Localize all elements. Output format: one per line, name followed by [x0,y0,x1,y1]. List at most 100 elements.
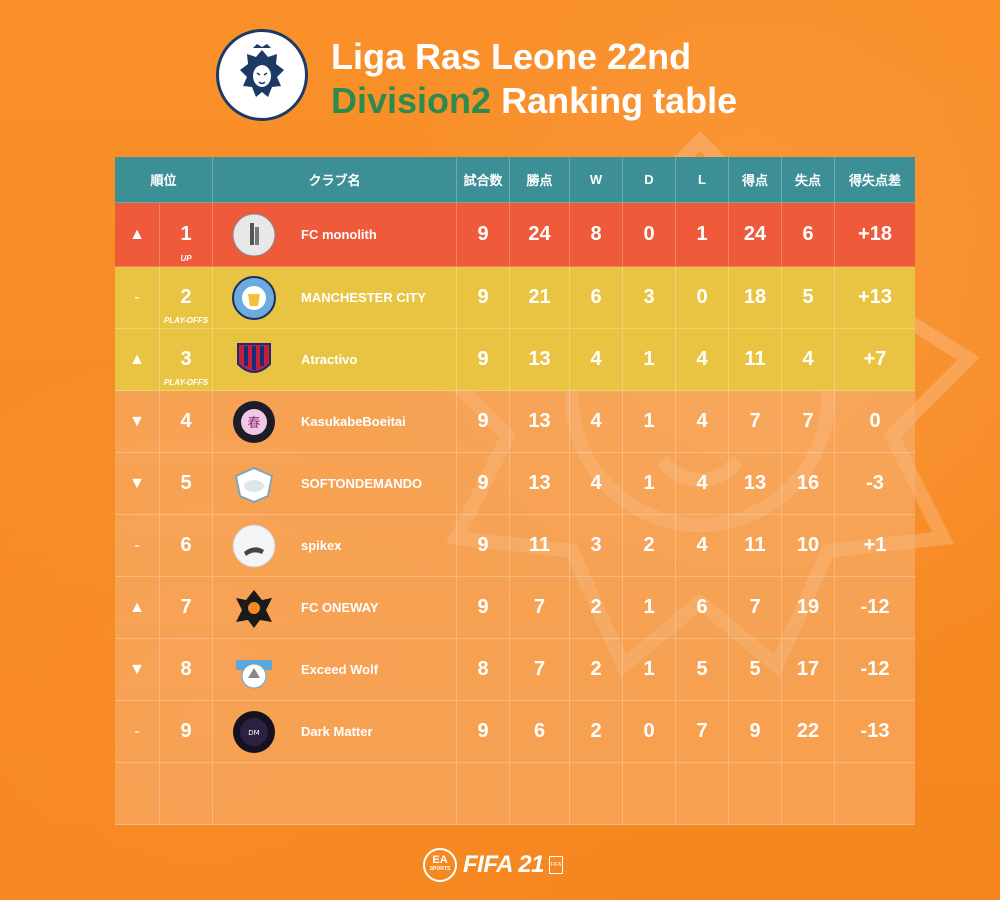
points-cell: 7 [510,577,570,638]
no-change-icon: - [115,701,160,762]
losses-cell: 4 [676,515,729,576]
played-cell: 9 [457,701,510,762]
fifa-21-logo: FIFA 21 [463,851,544,878]
ranking-table: 順位 クラブ名 試合数 勝点 W D L 得点 失点 得失点差 ▲ 1 UP FC m… [115,157,915,825]
table-row: ▼ 5 SOFTONDEMANDO 9 13 4 1 4 13 16 -3 [115,453,915,515]
goal-diff-cell: -3 [866,472,884,494]
league-logo [216,29,308,121]
division-label: Division2 [331,80,492,121]
col-losses-header: L [676,157,729,202]
goals-against-cell: 19 [782,577,835,638]
col-points-header: 勝点 [510,157,570,202]
table-row: ▼ 8 Exceed Wolf 8 7 2 1 5 5 17 -12 [115,639,915,701]
table-row: -2 PLAY-OFFS MANCHESTER CITY 9 21 6 3 0 18 5 +13 [115,267,915,329]
losses-cell: 6 [676,577,729,638]
softondemando-crest-icon [229,459,279,509]
draws-cell: 0 [623,203,676,266]
rank-number: 5 [180,472,192,494]
rank-cell: 6 [160,515,213,576]
goals-against-cell: 6 [782,203,835,266]
fifa-badge-icon: FIFA [548,856,563,874]
played-cell: 8 [457,639,510,700]
club-name: spikex [301,538,342,553]
ea-sports-logo: EA SPORTS [423,848,457,882]
played-cell: 9 [457,453,510,514]
draws-cell: 1 [623,453,676,514]
down-arrow-icon: ▼ [115,391,160,452]
oneway-crest-icon [229,583,279,633]
draws-cell: 1 [623,639,676,700]
col-club-header: クラブ名 [213,157,457,202]
goals-for-cell: 9 [729,701,782,762]
draws-cell: 1 [623,391,676,452]
col-draws-header: D [623,157,676,202]
goals-for-cell: 7 [729,577,782,638]
rank-number: 9 [180,720,192,742]
club-cell: Exceed Wolf [213,639,457,700]
goals-for-cell: 7 [729,391,782,452]
title-line-2: Division2 Ranking table [331,80,737,122]
down-arrow-icon: ▼ [115,639,160,700]
rank-number: 1 [180,223,192,245]
goals-against-cell: 5 [782,267,835,328]
losses-cell: 4 [676,453,729,514]
page-header: Liga Ras Leone 22nd Division2 Ranking ta… [216,24,836,134]
club-cell: MANCHESTER CITY [213,267,457,328]
goals-for-cell: 11 [729,329,782,390]
goal-diff-cell: +18 [858,223,892,245]
table-row: ▲ 7 FC ONEWAY 9 7 2 1 6 7 19 -12 [115,577,915,639]
points-cell: 6 [510,701,570,762]
goals-for-cell: 13 [729,453,782,514]
no-change-icon: - [115,515,160,576]
draws-cell: 1 [623,329,676,390]
club-cell: 春 KasukabeBoeitai [213,391,457,452]
atractivo-crest-icon [229,335,279,385]
wins-cell: 2 [570,701,623,762]
fifa-footer-logo: EA SPORTS FIFA 21 FIFA [423,845,583,885]
no-change-icon: - [115,267,160,328]
losses-cell: 0 [676,267,729,328]
col-played-header: 試合数 [457,157,510,202]
goals-against-cell: 7 [782,391,835,452]
table-row: -6 spikex 9 11 3 2 4 11 10 +1 [115,515,915,577]
goals-against-cell: 22 [782,701,835,762]
rank-cell: 2 PLAY-OFFS [160,267,213,328]
club-name: Exceed Wolf [301,662,379,677]
draws-cell: 2 [623,515,676,576]
goals-against-cell: 10 [782,515,835,576]
wins-cell: 3 [570,515,623,576]
rank-status-label: UP [180,254,192,263]
played-cell: 9 [457,515,510,576]
rank-number: 3 [180,348,192,370]
ranking-table-label: Ranking table [501,80,738,121]
rank-number: 2 [180,286,192,308]
draws-cell: 0 [623,701,676,762]
table-row: -9 DM Dark Matter 9 6 2 0 7 9 22 -13 [115,701,915,763]
wins-cell: 4 [570,391,623,452]
losses-cell: 7 [676,701,729,762]
goals-for-cell: 5 [729,639,782,700]
goal-diff-cell: +7 [863,348,887,370]
played-cell: 9 [457,267,510,328]
club-name: Atractivo [301,352,358,367]
rank-cell: 7 [160,577,213,638]
club-name: FC monolith [301,227,377,242]
empty-row [115,763,915,825]
played-cell: 9 [457,391,510,452]
losses-cell: 4 [676,391,729,452]
club-cell: spikex [213,515,457,576]
points-cell: 13 [510,391,570,452]
up-arrow-icon: ▲ [115,329,160,390]
rank-number: 7 [180,596,192,618]
col-goals-for-header: 得点 [729,157,782,202]
table-header-row: 順位 クラブ名 試合数 勝点 W D L 得点 失点 得失点差 [115,157,915,203]
wins-cell: 2 [570,577,623,638]
col-goals-against-header: 失点 [782,157,835,202]
table-row: ▲ 3 PLAY-OFFS Atractivo 9 13 4 1 4 11 4 +7 [115,329,915,391]
goal-diff-cell: -12 [860,596,890,618]
col-goal-diff-header: 得失点差 [848,173,901,188]
down-arrow-icon: ▼ [115,453,160,514]
monolith-crest-icon [229,210,279,260]
club-name: FC ONEWAY [301,600,379,615]
table-row: ▼ 4 春 KasukabeBoeitai 9 13 4 1 4 7 7 0 [115,391,915,453]
